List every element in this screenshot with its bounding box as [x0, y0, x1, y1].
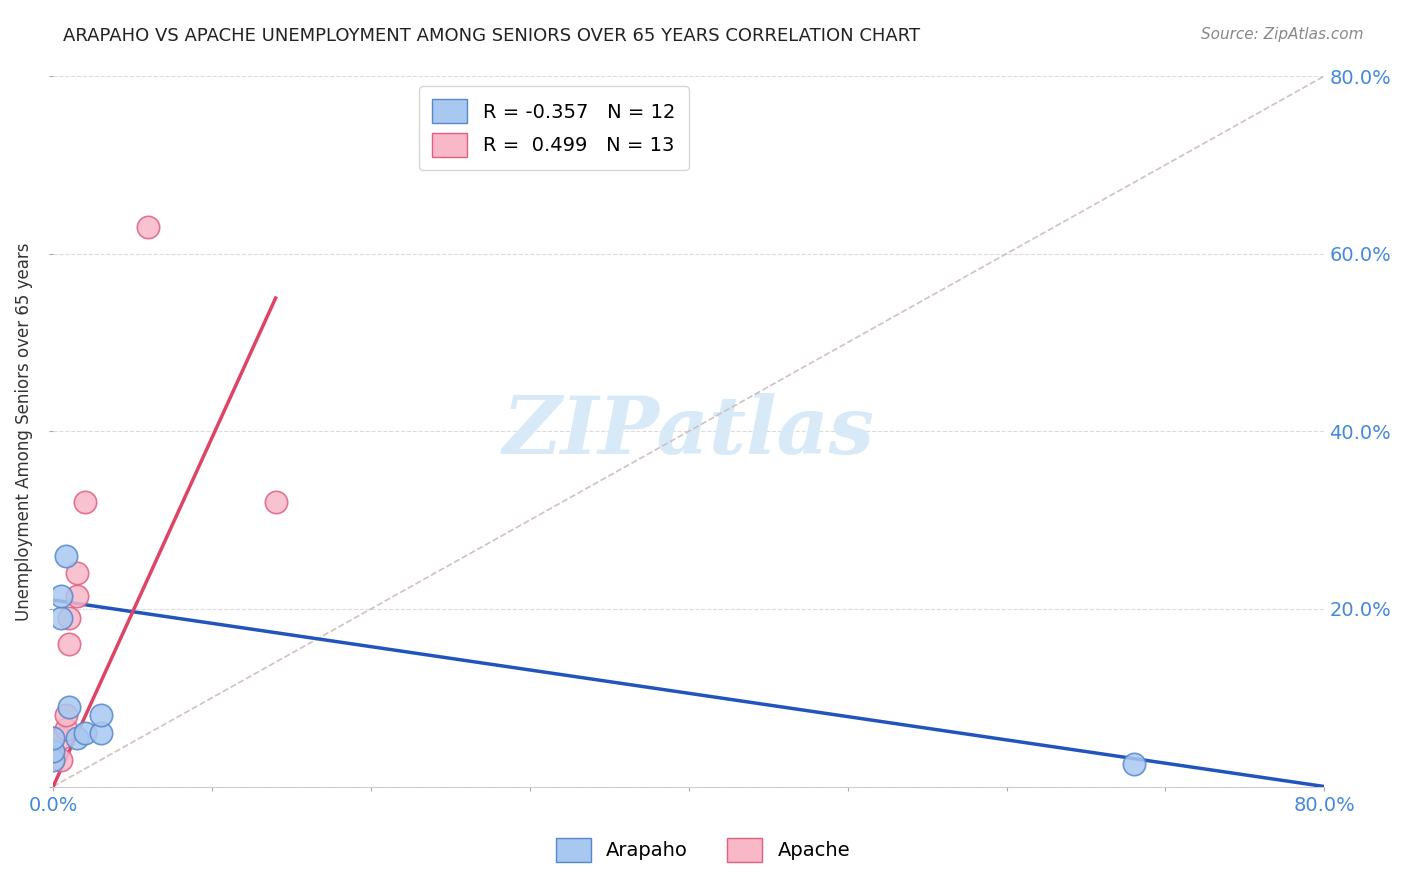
Point [55, 722, 77, 736]
Point [90, 726, 112, 740]
Point [1122, 757, 1144, 772]
Text: ZIPatlas: ZIPatlas [503, 392, 875, 470]
Point [49, 589, 72, 603]
Legend: Arapaho, Apache: Arapaho, Apache [544, 826, 862, 873]
Point [73, 495, 96, 509]
Text: Source: ZipAtlas.com: Source: ZipAtlas.com [1201, 27, 1364, 42]
Point [55, 708, 77, 723]
Text: ARAPAHO VS APACHE UNEMPLOYMENT AMONG SENIORS OVER 65 YEARS CORRELATION CHART: ARAPAHO VS APACHE UNEMPLOYMENT AMONG SEN… [63, 27, 921, 45]
Point [58, 699, 80, 714]
Point [90, 708, 112, 723]
Point [42, 744, 65, 758]
Point [264, 495, 287, 509]
Point [138, 219, 160, 234]
Point [49, 753, 72, 767]
Point [55, 549, 77, 563]
Point [49, 731, 72, 745]
Point [58, 611, 80, 625]
Point [42, 753, 65, 767]
Point [66, 589, 89, 603]
Point [66, 731, 89, 745]
Point [73, 726, 96, 740]
Point [58, 637, 80, 651]
Point [42, 731, 65, 745]
Point [42, 744, 65, 758]
Point [42, 731, 65, 745]
Point [49, 611, 72, 625]
Y-axis label: Unemployment Among Seniors over 65 years: Unemployment Among Seniors over 65 years [15, 242, 32, 621]
Point [66, 566, 89, 581]
Legend: R = -0.357   N = 12, R =  0.499   N = 13: R = -0.357 N = 12, R = 0.499 N = 13 [419, 86, 689, 170]
